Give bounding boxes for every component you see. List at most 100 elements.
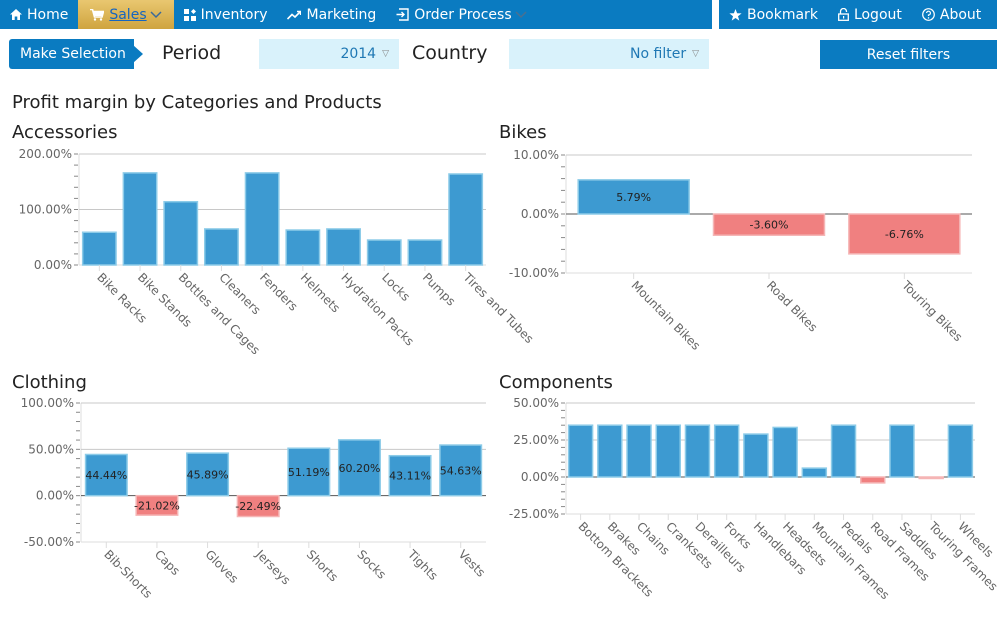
- country-value: No filter: [630, 46, 687, 62]
- data-label: -21.02%: [134, 499, 180, 512]
- nav-home[interactable]: Home: [0, 0, 78, 29]
- filter-bar: Make Selection Period 2014 ▽ Country No …: [0, 38, 997, 70]
- nav-order-process-label: Order Process: [414, 6, 512, 23]
- x-tick-label: Jerseys: [252, 547, 293, 588]
- y-tick-label: 0.00%: [34, 258, 72, 272]
- y-tick-label: -10.00%: [509, 266, 559, 280]
- period-value: 2014: [340, 46, 377, 62]
- inventory-icon: [183, 8, 196, 21]
- data-label: -6.76%: [885, 228, 924, 241]
- nav-sales-label: Sales: [109, 6, 147, 23]
- x-tick-label: Shorts: [304, 547, 341, 584]
- bar-touring-bikes: [848, 213, 961, 255]
- y-tick-label: -25.00%: [509, 507, 559, 521]
- chart-title-components: Components: [499, 372, 613, 393]
- bar-brakes: [597, 424, 623, 478]
- x-tick-label: Vests: [456, 547, 488, 579]
- x-tick-label: Gloves: [202, 547, 241, 586]
- y-tick-label: 50.00%: [513, 396, 559, 410]
- lock-icon: [837, 8, 849, 21]
- period-label: Period: [162, 42, 222, 64]
- bar-mountain-frames: [801, 467, 828, 478]
- nav-marketing-label: Marketing: [306, 6, 377, 23]
- data-label: -3.60%: [750, 219, 789, 232]
- bar-vests: [439, 444, 483, 497]
- nav-logout[interactable]: Logout: [828, 0, 912, 29]
- bar-headsets: [772, 426, 798, 478]
- page-title: Profit margin by Categories and Products: [12, 92, 382, 113]
- main-nav: Home Sales Inventory Marketing Order Pro…: [0, 0, 712, 29]
- y-tick-label: 0.00%: [521, 470, 559, 484]
- nav-inventory[interactable]: Inventory: [174, 0, 278, 29]
- bar-jerseys: [236, 494, 280, 518]
- bar-saddles: [889, 424, 915, 478]
- nav-bookmark[interactable]: Bookmark: [719, 0, 828, 29]
- nav-inventory-label: Inventory: [200, 6, 268, 23]
- y-tick-label: 100.00%: [19, 203, 72, 217]
- bar-bottles-and-cages: [163, 200, 199, 266]
- x-tick-label: Touring Bikes: [899, 278, 966, 345]
- x-tick-label: Locks: [379, 270, 413, 304]
- make-selection-button[interactable]: Make Selection: [9, 39, 143, 69]
- bar-hydration-packs: [326, 228, 361, 266]
- data-label: 51.19%: [288, 466, 330, 479]
- data-label: 43.11%: [389, 470, 431, 483]
- secondary-nav: Bookmark Logout About: [719, 0, 997, 29]
- clothing-chart: -50.00% 0.00% 50.00% 100.00% Bib-Shorts 44.44…: [21, 396, 488, 601]
- x-tick-label: Caps: [152, 547, 183, 578]
- bar-locks: [366, 239, 402, 266]
- bar-pumps: [407, 239, 443, 266]
- chart-title-bikes: Bikes: [499, 122, 547, 143]
- period-select[interactable]: 2014 ▽: [259, 39, 399, 69]
- components-chart: -25.00%0.00%25.00%50.00%Bottom BracketsB…: [509, 396, 997, 602]
- login-icon: [396, 8, 409, 21]
- bar-cranksets: [655, 424, 681, 478]
- bar-bike-racks: [81, 231, 117, 266]
- nav-sales[interactable]: Sales: [78, 0, 174, 29]
- bar-helmets: [285, 229, 321, 266]
- chart-title-accessories: Accessories: [12, 122, 118, 143]
- x-tick-label: Tights: [404, 547, 440, 583]
- dropdown-triangle-icon: ▽: [692, 49, 699, 59]
- nav-marketing[interactable]: Marketing: [277, 0, 386, 29]
- country-label: Country: [412, 42, 488, 64]
- bikes-chart: -10.00% 0.00% 10.00% Mountain Bikes 5.79% Roa…: [509, 148, 972, 353]
- bar-road-bikes: [712, 213, 826, 236]
- y-tick-label: 100.00%: [21, 396, 74, 410]
- y-tick-label: 50.00%: [28, 442, 74, 456]
- bar-cleaners: [204, 228, 239, 266]
- y-tick-label: 200.00%: [19, 147, 72, 161]
- bar-gloves: [186, 452, 230, 497]
- data-label: -22.49%: [235, 500, 281, 513]
- bar-chains: [626, 424, 652, 478]
- bar-touring-frames: [918, 476, 944, 480]
- data-label: 54.63%: [440, 464, 482, 477]
- nav-home-label: Home: [27, 6, 69, 23]
- bar-derailleurs: [684, 424, 711, 478]
- country-select[interactable]: No filter ▽: [509, 39, 709, 69]
- x-tick-label: Socks: [354, 547, 388, 581]
- cart-icon: [90, 8, 105, 21]
- dropdown-triangle-icon: ▽: [382, 49, 389, 59]
- trend-icon: [287, 10, 302, 20]
- data-label: 5.79%: [616, 191, 651, 204]
- nav-about[interactable]: About: [912, 0, 991, 29]
- bar-fenders: [244, 172, 280, 266]
- star-icon: [729, 8, 742, 21]
- bar-bike-stands: [122, 172, 158, 266]
- nav-bookmark-label: Bookmark: [747, 6, 818, 23]
- nav-order-process[interactable]: Order Process: [386, 0, 536, 29]
- nav-logout-label: Logout: [853, 6, 902, 23]
- data-label: 44.44%: [85, 469, 127, 482]
- bar-mountain-bikes: [577, 179, 690, 215]
- x-tick-label: Road Bikes: [764, 278, 820, 334]
- bar-tires-and-tubes: [448, 173, 484, 266]
- bar-road-frames: [860, 476, 886, 484]
- reset-filters-button[interactable]: Reset filters: [820, 40, 997, 69]
- x-tick-label: Bib-Shorts: [101, 547, 155, 601]
- y-tick-label: -50.00%: [24, 535, 74, 549]
- bar-forks: [713, 424, 740, 478]
- bar-bib-shorts: [84, 453, 128, 497]
- nav-about-label: About: [939, 6, 982, 23]
